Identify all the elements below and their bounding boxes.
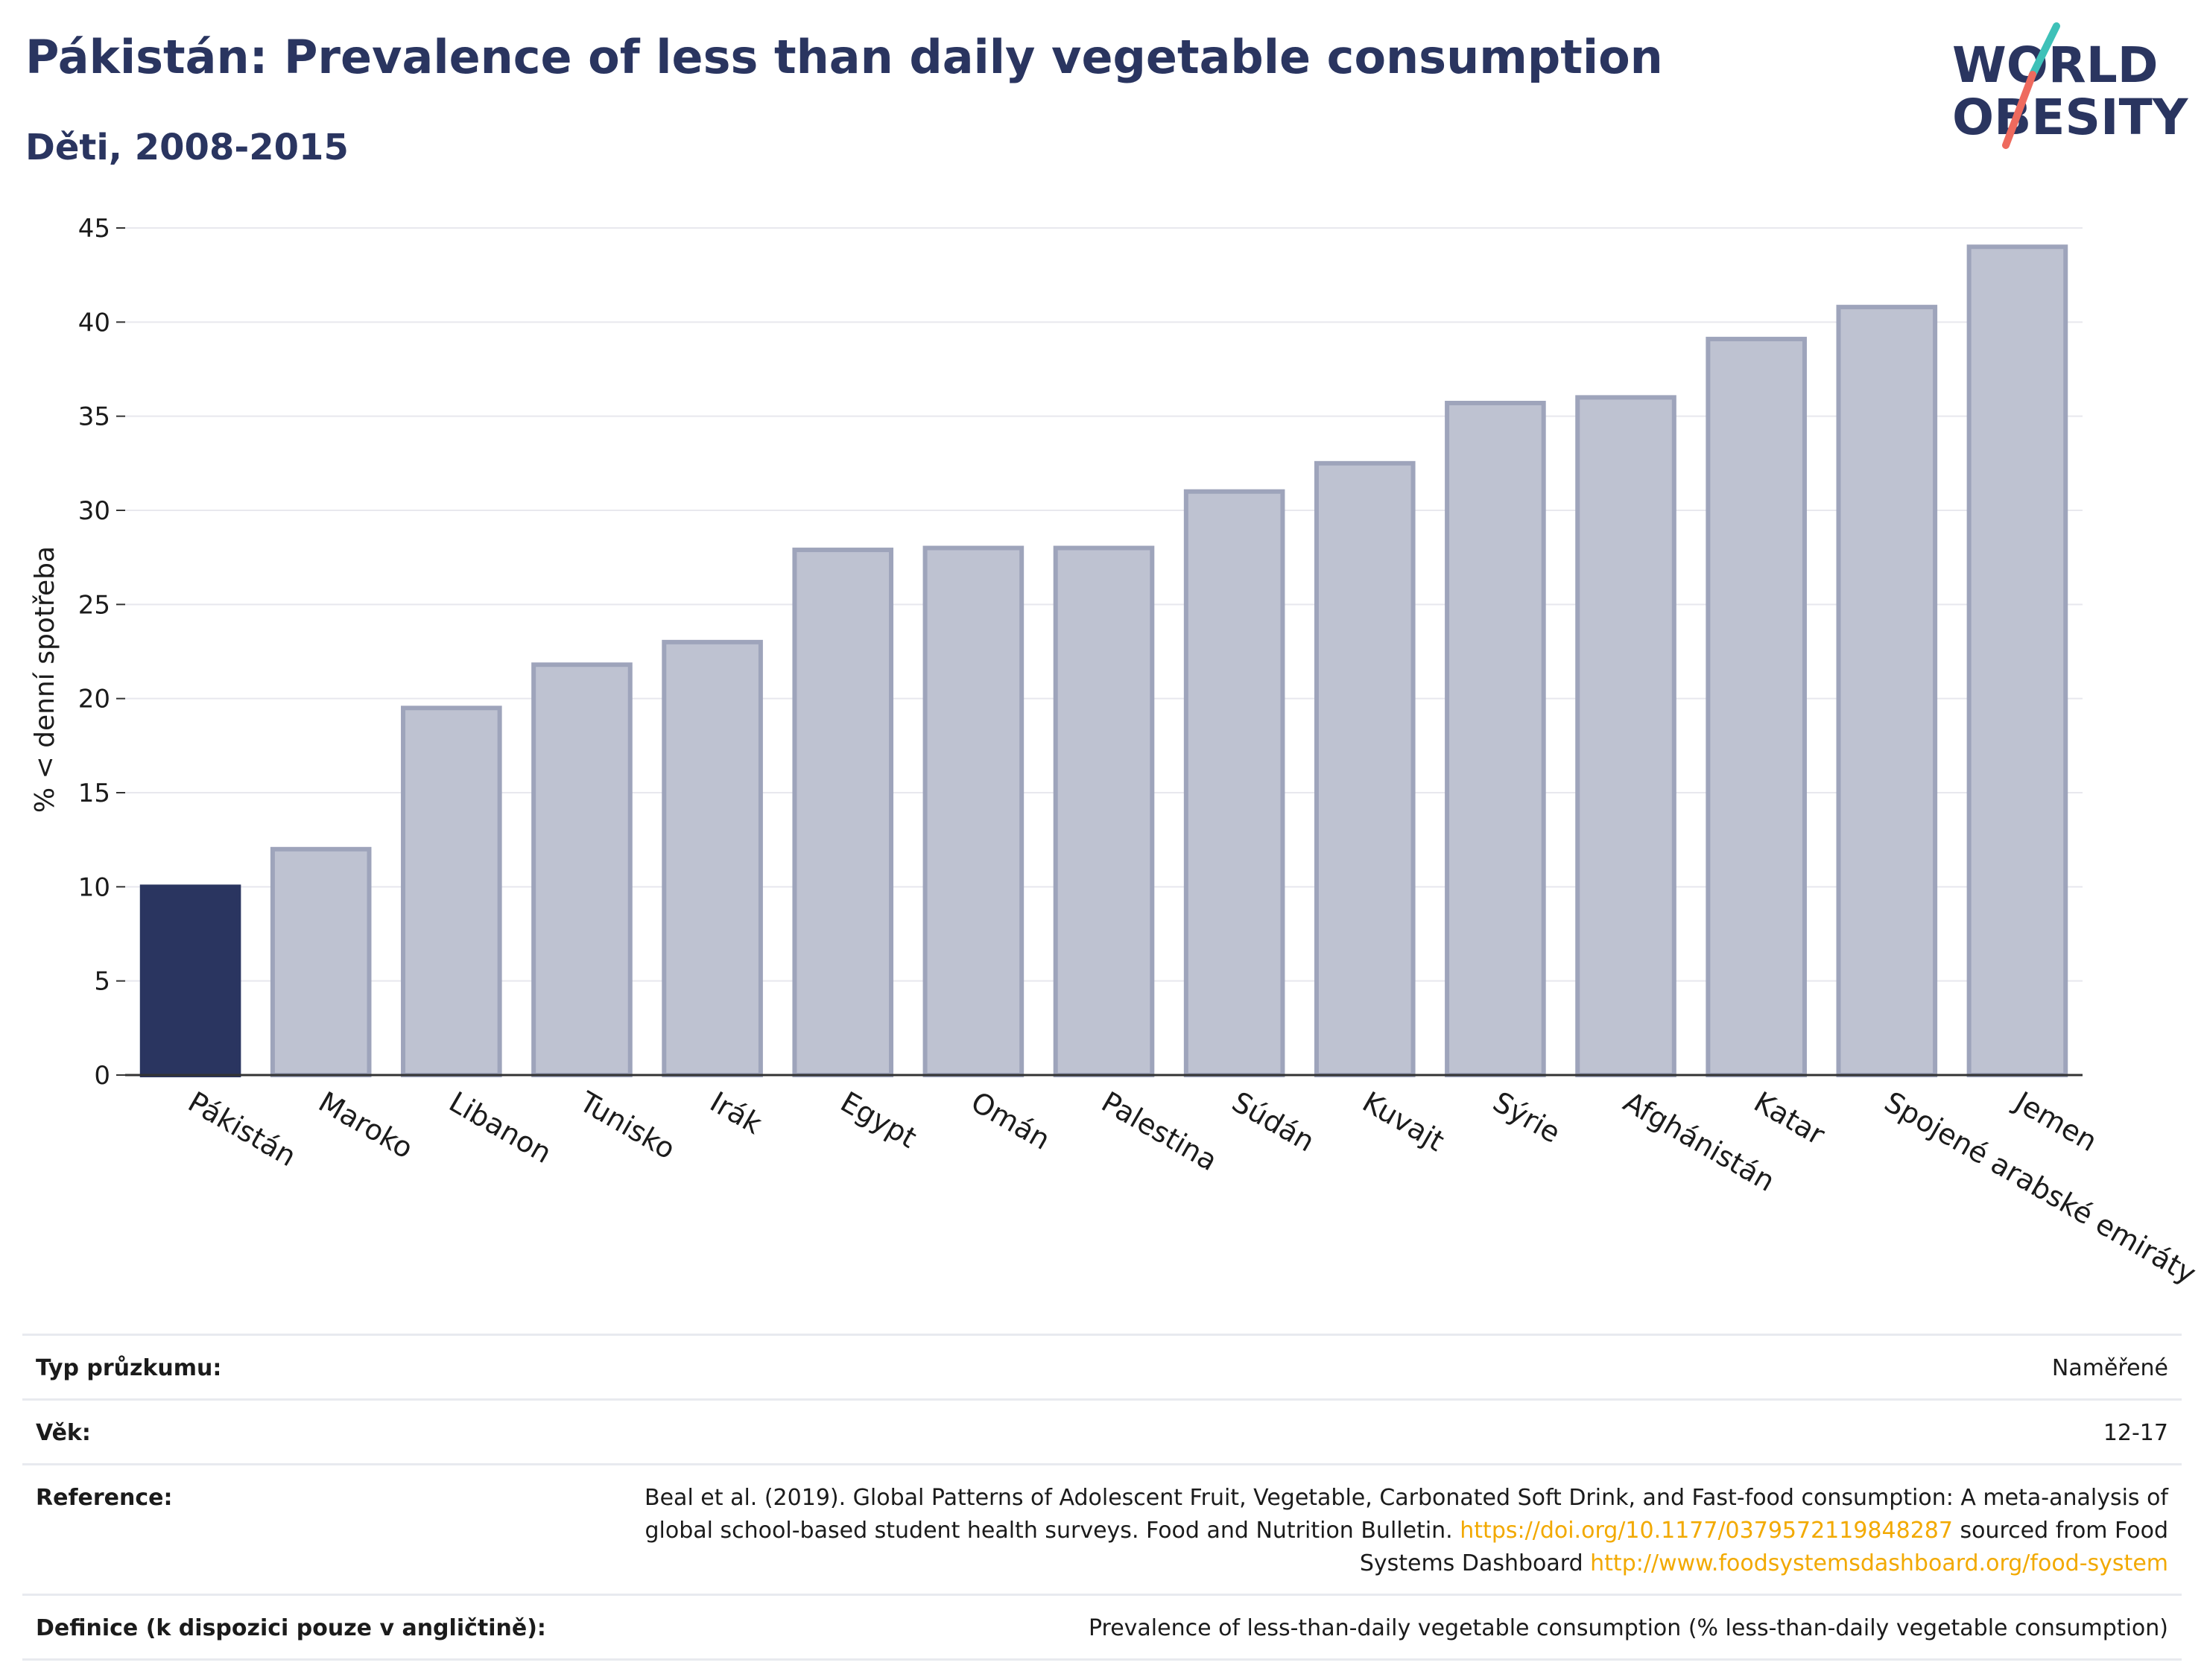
bar [270,846,372,1078]
x-tick-label: Libanon [443,1085,557,1170]
bar [1445,400,1546,1077]
y-tick-label: 25 [78,590,110,620]
definition-label: Definice (k dispozici pouze v angličtině… [36,1615,546,1641]
x-tick-label: Sýrie [1487,1085,1565,1150]
x-tick-label: Irák [705,1085,767,1141]
x-tick-label: Kuvajt [1357,1085,1449,1158]
bar [1706,337,1807,1078]
y-tick-label: 20 [78,685,110,714]
meta-row-definition: Definice (k dispozici pouze v angličtině… [22,1594,2182,1661]
food-systems-link[interactable]: http://www.foodsystemsdashboard.org/food… [1590,1550,2168,1576]
meta-row-reference: Reference: Beal et al. (2019). Global Pa… [22,1463,2182,1594]
reference-text-2: sourced from Food Systems Dashboard [1359,1518,2168,1576]
survey-type-value: Naměřené [2051,1355,2168,1381]
bar [792,548,894,1077]
bar [662,639,763,1077]
bar [139,884,241,1078]
x-tick-label: Tunisko [574,1085,681,1166]
bar [1836,305,1938,1077]
x-tick-label: Maroko [313,1085,419,1165]
definition-value: Prevalence of less-than-daily vegetable … [1088,1615,2168,1641]
bar [531,662,633,1077]
bar [1966,244,2068,1077]
reference-text-1: Beal et al. (2019). Global Patterns of A… [645,1485,2168,1544]
bar [401,706,502,1077]
bar [922,545,1025,1077]
x-tick-label: Súdán [1226,1085,1320,1158]
reference-value: Beal et al. (2019). Global Patterns of A… [604,1482,2168,1580]
x-tick-label: Katar [1749,1085,1831,1152]
x-tick-label: Palestina [1096,1085,1223,1178]
age-value: 12-17 [2103,1420,2168,1446]
y-axis-label: % < denní spotřeba [30,546,60,813]
x-tick-label: Jemen [2008,1085,2103,1158]
doi-link[interactable]: https://doi.org/10.1177/0379572119848287 [1460,1518,1953,1544]
y-tick-label: 45 [78,214,110,244]
x-tick-label: Egypt [835,1085,922,1155]
bars [139,244,2068,1078]
bar [1575,395,1676,1077]
logo-line-2: OBESITY [1952,89,2189,146]
x-tick-label: Omán [966,1085,1056,1156]
y-tick-label: 30 [78,496,110,526]
chart-subtitle: Děti, 2008-2015 [25,127,349,168]
metadata-table: Typ průzkumu: Naměřené Věk: 12-17 Refere… [22,1334,2182,1661]
chart-title: Pákistán: Prevalence of less than daily … [25,30,1663,84]
y-tick-label: 10 [78,872,110,902]
world-obesity-logo: WORLD OBESITY [1952,22,2189,149]
bar [1314,460,1416,1077]
y-tick-label: 5 [94,967,110,997]
y-tick-label: 35 [78,402,110,432]
meta-row-survey-type: Typ průzkumu: Naměřené [22,1334,2182,1398]
logo-line-1: WORLD [1952,37,2159,94]
y-tick-label: 40 [78,308,110,337]
y-tick-label: 15 [78,779,110,808]
survey-type-label: Typ průzkumu: [36,1355,222,1381]
bar [1183,489,1285,1077]
meta-row-age: Věk: 12-17 [22,1398,2182,1463]
reference-label: Reference: [36,1485,173,1511]
bar-chart: 0 5 10 15 20 25 30 35 40 45 Pákistán Maroko Libanon T… [30,214,2202,1290]
y-tick-label: 0 [94,1061,110,1091]
bar [1053,545,1155,1077]
age-label: Věk: [36,1420,91,1446]
x-tick-label: Pákistán [183,1085,302,1173]
